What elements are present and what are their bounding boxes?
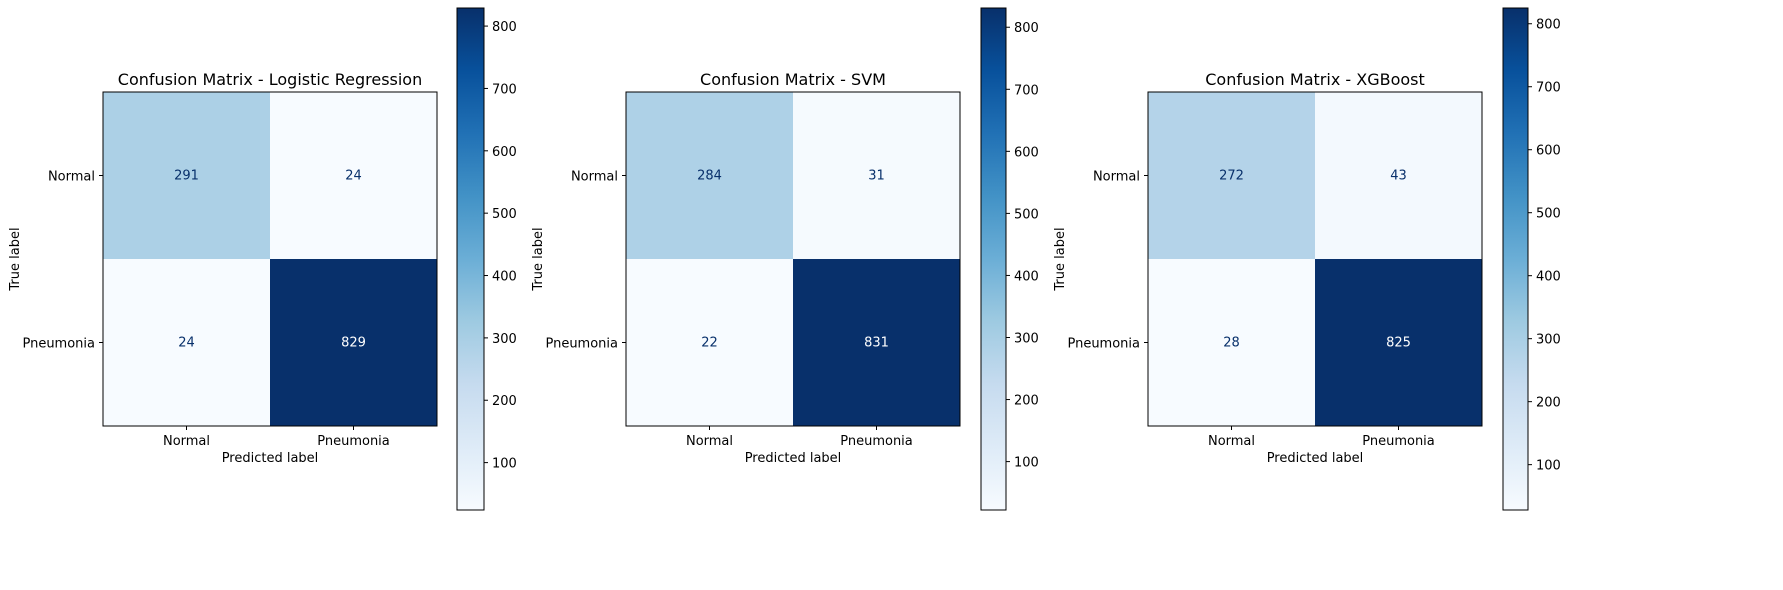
cell-value-label: 831 (864, 336, 889, 351)
colorbar-tick-label: 600 (492, 145, 517, 160)
x-axis-label: Predicted label (1267, 451, 1364, 466)
heatmap-cell (1148, 259, 1315, 426)
cell-value-label: 825 (1386, 336, 1411, 351)
colorbar-tick-label: 700 (492, 82, 517, 97)
colorbar-tick-label: 500 (1014, 207, 1039, 222)
colorbar-tick-label: 400 (1536, 270, 1561, 285)
axes-frame (625, 91, 961, 427)
colorbar-tick-label: 500 (1536, 207, 1561, 222)
cell-value-label: 31 (868, 169, 885, 184)
colorbar (1503, 8, 1528, 510)
heatmap-cell (1315, 259, 1482, 426)
cell-value-label: 272 (1219, 169, 1244, 184)
cell-value-label: 43 (1390, 169, 1407, 184)
y-tick-label: Normal (571, 170, 618, 185)
chart-title: Confusion Matrix - XGBoost (1205, 70, 1425, 89)
x-tick-label: Normal (686, 434, 733, 449)
y-axis-label: True label (1053, 227, 1068, 291)
heatmap-cell (1148, 92, 1315, 259)
y-axis-label: True label (531, 227, 546, 291)
colorbar (981, 8, 1006, 510)
heatmap-cell (1315, 92, 1482, 259)
x-tick-label: Pneumonia (840, 434, 913, 449)
colorbar-tick-label: 100 (1536, 459, 1561, 474)
confusion-matrix-panel-2: 284 31 22 831 Normal Pneumonia Normal Pneumonia… (531, 7, 1039, 511)
y-axis-label: True label (8, 227, 23, 291)
heatmap-cell (103, 259, 270, 426)
axes-frame (1147, 91, 1483, 427)
cell-value-label: 829 (341, 336, 366, 351)
x-tick-label: Normal (1208, 434, 1255, 449)
cell-value-label: 28 (1223, 336, 1240, 351)
y-tick-label: Pneumonia (545, 337, 618, 352)
colorbar-tick-label: 200 (1014, 394, 1039, 409)
colorbar-tick-label: 800 (492, 20, 517, 35)
colorbar-tick-label: 100 (1014, 456, 1039, 471)
colorbar-tick-label: 700 (1014, 83, 1039, 98)
colorbar-tick-label: 500 (492, 207, 517, 222)
x-tick-label: Pneumonia (317, 434, 390, 449)
confusion-matrix-panel-3: 272 43 28 825 Normal Pneumonia Normal Pneumonia… (1053, 7, 1561, 511)
chart-title: Confusion Matrix - SVM (700, 70, 886, 89)
colorbar-tick-label: 100 (492, 457, 517, 472)
colorbar-tick-label: 400 (492, 270, 517, 285)
y-tick-label: Normal (48, 170, 95, 185)
colorbar-tick-label: 300 (492, 332, 517, 347)
axes-frame (102, 91, 438, 427)
colorbar (457, 8, 484, 510)
cell-value-label: 22 (701, 336, 718, 351)
confusion-matrix-panel-1: 291 24 24 829 Normal Pneumonia Normal Pneumonia… (8, 7, 517, 511)
heatmap-cell (793, 92, 960, 259)
cell-value-label: 291 (174, 169, 199, 184)
heatmap-cell (793, 259, 960, 426)
colorbar-frame (980, 7, 1007, 511)
colorbar-tick-label: 600 (1536, 144, 1561, 159)
colorbar-tick-label: 600 (1014, 145, 1039, 160)
heatmap-cell (270, 92, 437, 259)
y-tick-label: Pneumonia (1067, 337, 1140, 352)
colorbar-tick-label: 200 (492, 394, 517, 409)
heatmap-cell (270, 259, 437, 426)
heatmap-cell (103, 92, 270, 259)
colorbar-tick-label: 400 (1014, 269, 1039, 284)
colorbar-tick-label: 800 (1536, 18, 1561, 33)
heatmap-cell (626, 92, 793, 259)
colorbar-frame (456, 7, 485, 511)
colorbar-tick-label: 300 (1536, 333, 1561, 348)
colorbar-tick-label: 800 (1014, 21, 1039, 36)
chart-title: Confusion Matrix - Logistic Regression (118, 70, 422, 89)
colorbar-tick-label: 300 (1014, 331, 1039, 346)
y-tick-label: Pneumonia (22, 337, 95, 352)
x-axis-label: Predicted label (745, 451, 842, 466)
cell-value-label: 24 (345, 169, 362, 184)
cell-value-label: 284 (697, 169, 722, 184)
heatmap-cell (626, 259, 793, 426)
colorbar-frame (1502, 7, 1529, 511)
x-tick-label: Normal (163, 434, 210, 449)
y-tick-label: Normal (1093, 170, 1140, 185)
x-tick-label: Pneumonia (1362, 434, 1435, 449)
cell-value-label: 24 (178, 336, 195, 351)
x-axis-label: Predicted label (222, 451, 319, 466)
colorbar-tick-label: 700 (1536, 81, 1561, 96)
colorbar-tick-label: 200 (1536, 396, 1561, 411)
